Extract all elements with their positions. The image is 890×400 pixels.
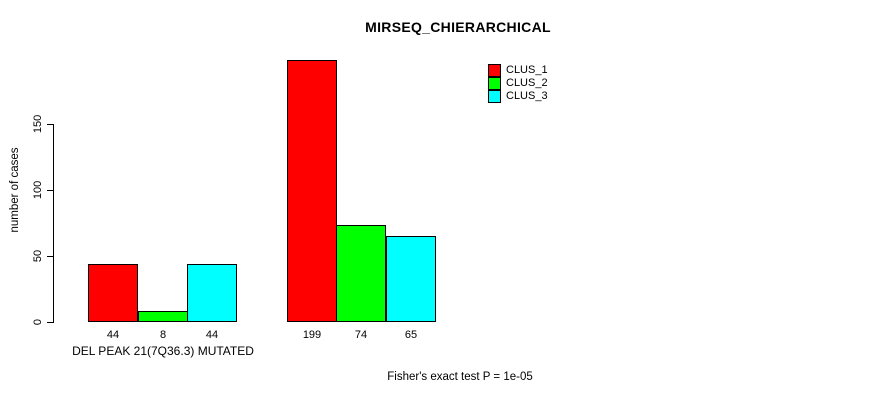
annotation-text: Fisher's exact test P = 1e-05	[387, 371, 533, 383]
bar-value-label: 65	[404, 329, 418, 341]
legend-swatch-icon	[488, 89, 501, 103]
y-tick-mark	[47, 124, 53, 125]
bar	[187, 264, 237, 322]
bar-value-label: 8	[159, 329, 167, 341]
y-tick-label: 100	[32, 180, 44, 200]
legend-label: CLUS_1	[506, 64, 548, 76]
y-tick-label: 150	[32, 114, 44, 134]
bar-value-label: 74	[354, 329, 368, 341]
legend-row: CLUS_1	[488, 63, 548, 77]
legend-row: CLUS_3	[488, 89, 548, 103]
bar	[88, 264, 138, 322]
legend-row: CLUS_2	[488, 76, 548, 90]
y-tick-mark	[47, 190, 53, 191]
y-tick-label: 0	[32, 318, 44, 326]
bar-value-label: 44	[106, 329, 120, 341]
bar	[287, 60, 337, 322]
bar	[386, 236, 436, 322]
legend-swatch-icon	[488, 76, 501, 90]
bar	[138, 311, 188, 322]
legend-label: CLUS_2	[506, 77, 548, 89]
bar-value-label: 44	[205, 329, 219, 341]
bar	[336, 225, 386, 322]
bar-value-label: 199	[302, 329, 322, 341]
y-tick-mark	[47, 322, 53, 323]
y-tick-mark	[47, 256, 53, 257]
x-group-label: DEL PEAK 21(7Q36.3) MUTATED	[72, 344, 254, 358]
y-tick-label: 50	[32, 249, 44, 263]
chart-title: MIRSEQ_CHIERARCHICAL	[365, 19, 551, 35]
legend-swatch-icon	[488, 63, 501, 77]
y-axis-line	[53, 124, 54, 323]
legend-label: CLUS_3	[506, 90, 548, 102]
